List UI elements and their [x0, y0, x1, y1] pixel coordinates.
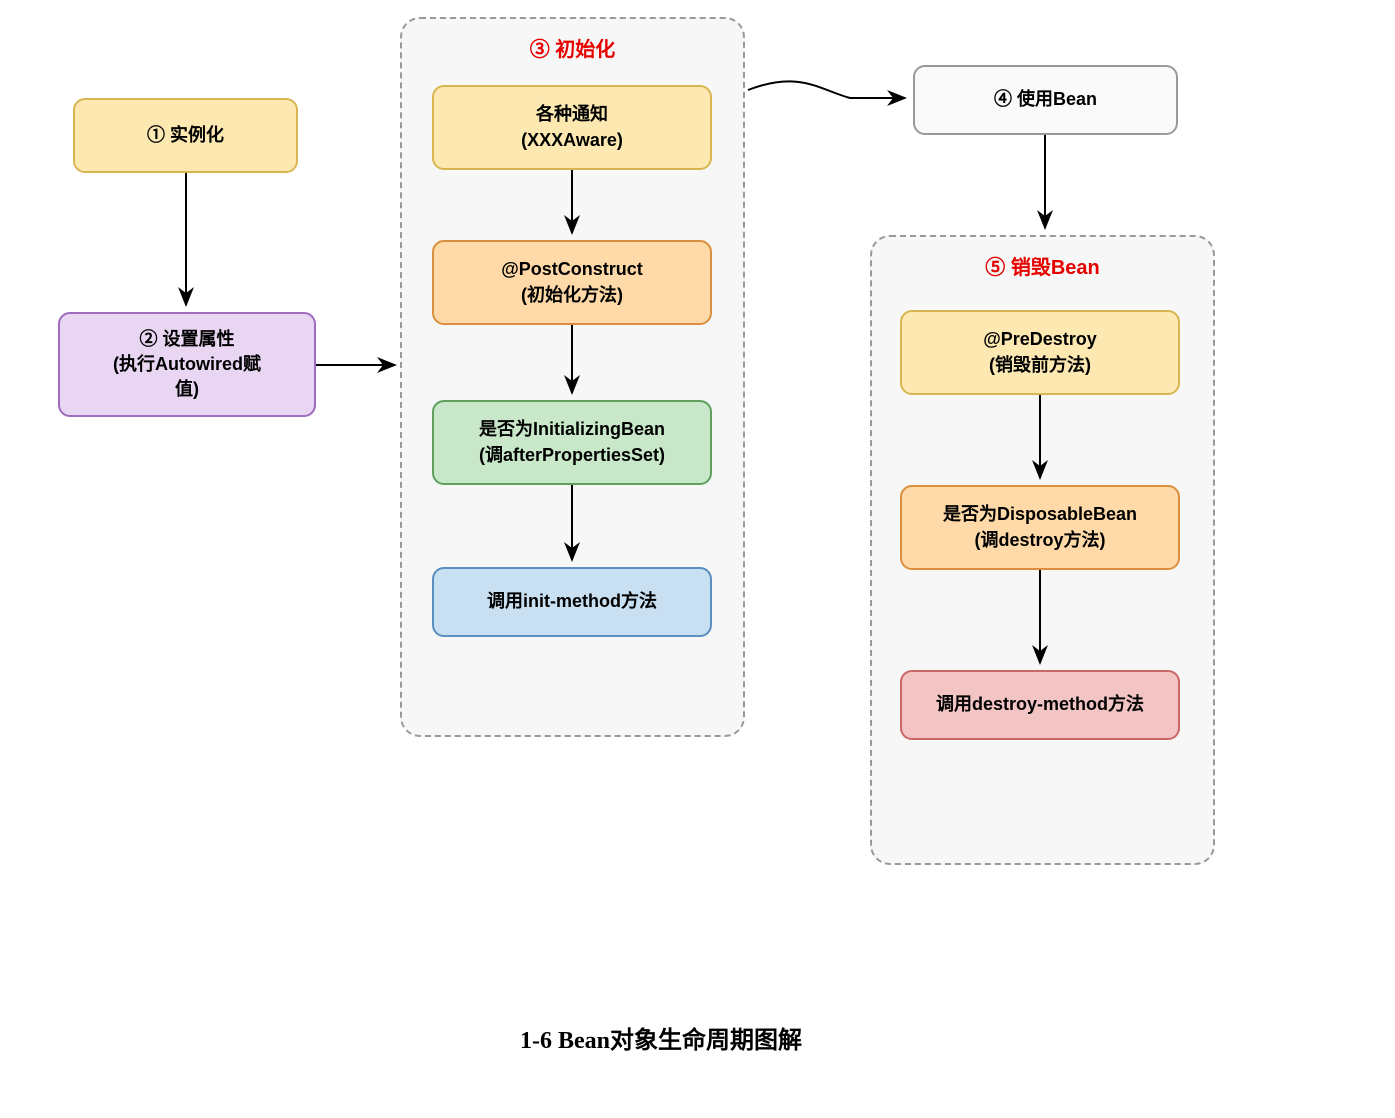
init-container-title: ③ 初始化 — [402, 33, 743, 62]
node-text-line: 调用destroy-method方法 — [936, 692, 1144, 717]
node-text-line: (销毁前方法) — [989, 353, 1091, 378]
node-text-line: ② 设置属性 — [139, 327, 234, 352]
node-disposablebean: 是否为DisposableBean(调destroy方法) — [900, 485, 1180, 570]
node-text-line: (调destroy方法) — [974, 528, 1105, 553]
node-text-line: 各种通知 — [536, 102, 608, 127]
node-text-line: (执行Autowired赋 — [113, 352, 261, 377]
node-text-line: 是否为DisposableBean — [943, 502, 1137, 527]
node-destroy-method: 调用destroy-method方法 — [900, 670, 1180, 740]
node-text-line: ④ 使用Bean — [994, 87, 1097, 112]
destroy-container-title: ⑤ 销毁Bean — [872, 251, 1213, 280]
edge-init-container-n7 — [748, 81, 905, 98]
node-init-method: 调用init-method方法 — [432, 567, 712, 637]
node-text-line: @PostConstruct — [501, 257, 643, 282]
node-text-line: 是否为InitializingBean — [479, 417, 665, 442]
node-predestroy: @PreDestroy(销毁前方法) — [900, 310, 1180, 395]
node-text-line: ① 实例化 — [147, 123, 224, 148]
diagram-caption: 1-6 Bean对象生命周期图解 — [520, 1020, 802, 1055]
node-postconstruct: @PostConstruct(初始化方法) — [432, 240, 712, 325]
node-aware: 各种通知(XXXAware) — [432, 85, 712, 170]
node-set-properties: ② 设置属性(执行Autowired赋值) — [58, 312, 316, 417]
node-text-line: 调用init-method方法 — [487, 589, 657, 614]
node-text-line: (XXXAware) — [521, 128, 623, 153]
node-text-line: (初始化方法) — [521, 283, 623, 308]
node-initializingbean: 是否为InitializingBean(调afterPropertiesSet) — [432, 400, 712, 485]
node-use-bean: ④ 使用Bean — [913, 65, 1178, 135]
node-text-line: (调afterPropertiesSet) — [479, 443, 665, 468]
node-text-line: 值) — [175, 377, 199, 402]
node-instantiate: ① 实例化 — [73, 98, 298, 173]
node-text-line: @PreDestroy — [983, 327, 1097, 352]
